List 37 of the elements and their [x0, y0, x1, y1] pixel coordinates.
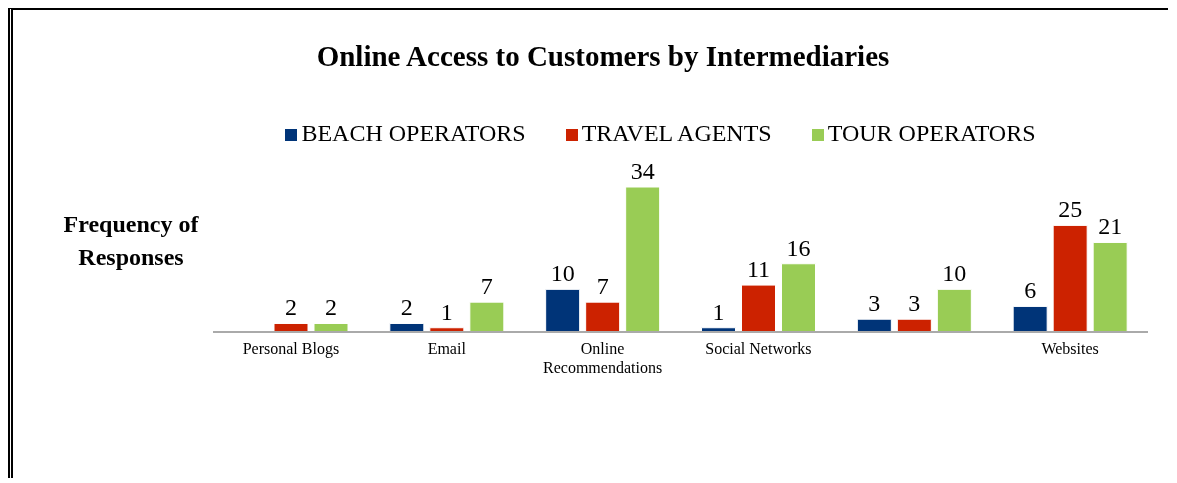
data-label: 2: [285, 294, 297, 321]
data-label: 21: [1098, 213, 1123, 240]
chart-title: Online Access to Customers by Intermediaries: [315, 40, 891, 73]
data-label: 2: [400, 294, 413, 321]
bar: [1052, 224, 1088, 333]
x-tick-label: Websites: [1041, 340, 1099, 357]
bar: [1092, 241, 1128, 333]
x-tick-label: Online Recommendations: [543, 340, 663, 376]
data-label: 25: [1058, 196, 1083, 223]
y-axis-title: Frequency of Responses: [62, 210, 200, 272]
legend-label: TOUR OPERATORS: [827, 120, 1036, 146]
data-label: 10: [550, 260, 575, 287]
legend-label: BEACH OPERATORS: [301, 120, 526, 146]
data-label: 1: [440, 298, 453, 325]
bar: [781, 263, 816, 333]
data-label: 7: [596, 273, 609, 300]
bar: [469, 301, 505, 333]
data-label: 7: [480, 273, 493, 300]
data-label: 16: [786, 234, 811, 261]
bar: [741, 284, 776, 333]
bar: [545, 288, 581, 333]
bar: [585, 301, 621, 333]
data-label: 10: [942, 260, 967, 287]
x-tick-label: Social Networks: [705, 340, 812, 357]
data-label: 11: [746, 256, 771, 283]
bar: [936, 288, 972, 333]
bar: [1012, 305, 1048, 333]
data-label: 3: [868, 290, 881, 317]
data-label: 34: [630, 158, 655, 184]
bar: [625, 186, 661, 333]
data-label: 3: [908, 290, 921, 317]
x-tick-label: Email: [427, 340, 467, 357]
legend-label: TRAVEL AGENTS: [581, 120, 772, 146]
data-label: 6: [1024, 277, 1037, 304]
data-label: 2: [325, 294, 337, 321]
x-tick-label: Personal Blogs: [242, 340, 340, 358]
data-label: 1: [712, 298, 725, 325]
